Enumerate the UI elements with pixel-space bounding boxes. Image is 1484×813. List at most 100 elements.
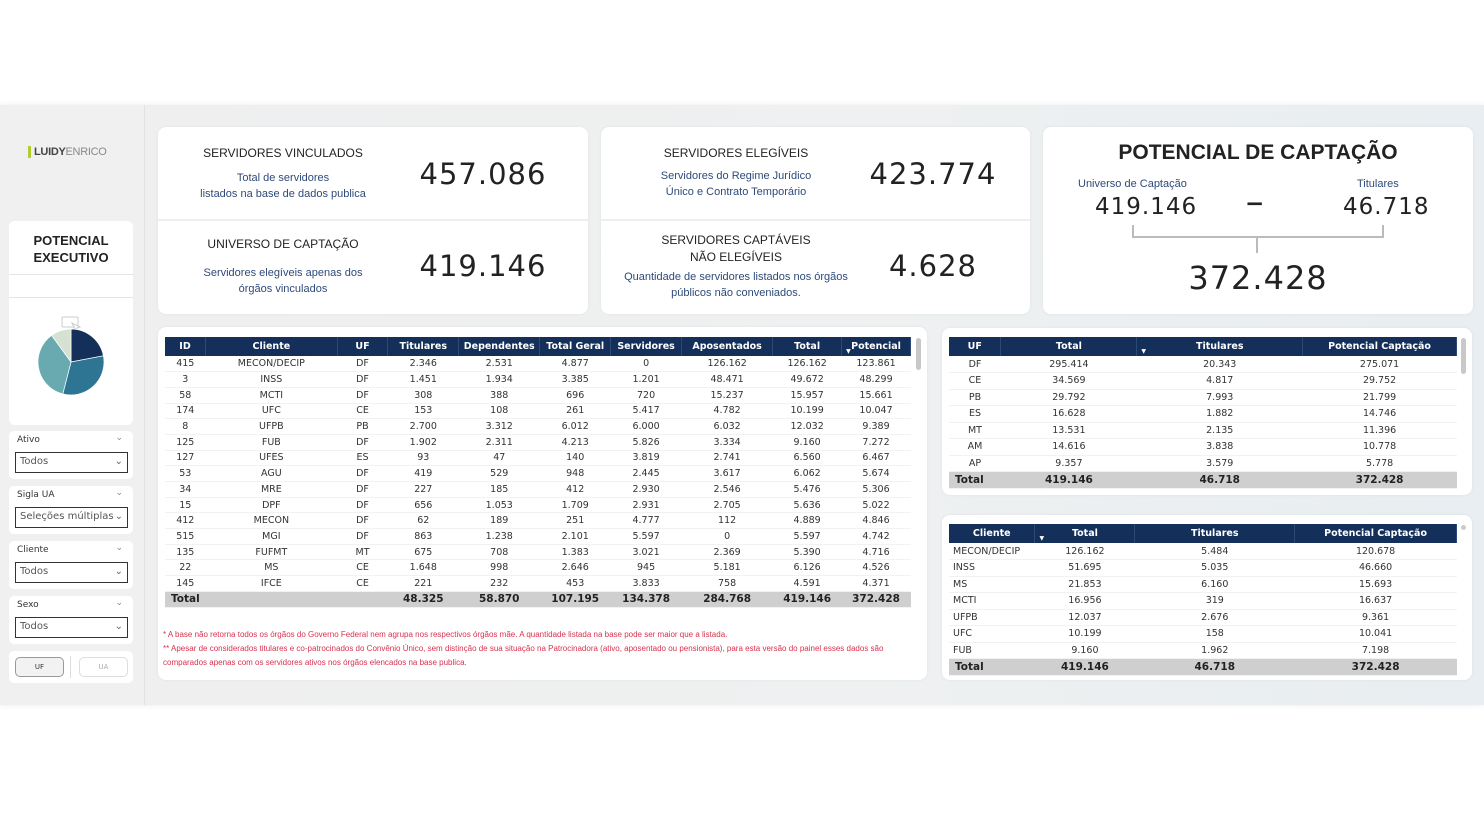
table-row[interactable]: 415 MECON/DECIP DF 2.346 2.531 4.877 0 126.162 1… (165, 356, 911, 373)
table-cell: 863 (387, 528, 459, 545)
collapse-chevron-icon[interactable]: ⌄ (115, 543, 123, 553)
ua-button[interactable]: UA (79, 657, 128, 677)
table-cell: 14.616 (1000, 438, 1137, 456)
slicer-dropdown[interactable]: Todos ⌄ (15, 617, 128, 638)
total-cell: Total (165, 591, 206, 608)
column-header[interactable]: Aposentados (681, 337, 774, 356)
pie-slice[interactable] (70, 328, 104, 363)
column-header[interactable]: Total Geral (539, 337, 612, 356)
slicer-dropdown[interactable]: Seleções múltiplas ⌄ (15, 507, 128, 528)
table-row[interactable]: AM 14.616 3.838 10.778 (949, 438, 1457, 456)
column-header[interactable]: UF (337, 337, 389, 356)
table-cell: MS (205, 559, 338, 577)
table-row[interactable]: 22 MS CE 1.648 998 2.646 945 5.181 6.126 4.526 (165, 559, 911, 577)
scrollbar[interactable] (1461, 525, 1466, 530)
table-cell: 5.826 (610, 434, 682, 451)
table-cell: MCTI (205, 387, 338, 404)
kpi-desc: listados na base de dados publica (200, 188, 366, 200)
table-cell: 125 (165, 434, 206, 451)
table-cell: 2.445 (610, 465, 682, 482)
pie-slice[interactable] (51, 328, 72, 364)
column-header[interactable]: Potencial Captação (1294, 524, 1457, 543)
collapse-chevron-icon[interactable]: ⌄ (115, 488, 123, 498)
column-header[interactable]: Dependentes (458, 337, 541, 356)
table-cell: 5.674 (841, 465, 911, 482)
collapse-chevron-icon[interactable]: ⌄ (115, 598, 123, 608)
table-cell: 14.746 (1302, 405, 1457, 423)
column-header[interactable]: Cliente (205, 337, 338, 356)
table-cell: 2.101 (539, 528, 611, 545)
kpi-card-middle: SERVIDORES ELEGÍVEIS Servidores do Regim… (601, 127, 1030, 314)
column-header[interactable]: ID (165, 337, 207, 356)
table-row[interactable]: 3 INSS DF 1.451 1.934 3.385 1.201 48.471 49.672 4… (165, 371, 911, 388)
kpi-desc: Quantidade de servidores listados nos ór… (624, 271, 848, 283)
slicer-dropdown[interactable]: Todos ⌄ (15, 452, 128, 473)
table-cell: 34.569 (1000, 372, 1137, 390)
table-row[interactable]: MS 21.853 6.160 15.693 (949, 576, 1457, 593)
column-header[interactable]: Cliente (949, 524, 1036, 543)
column-header[interactable]: ▼ Total (1034, 524, 1136, 543)
table-row[interactable]: DF 295.414 20.343 275.071 (949, 356, 1457, 373)
table-cell: 2.741 (681, 450, 773, 467)
table-row[interactable]: MT 13.531 2.135 11.396 (949, 422, 1457, 439)
column-header[interactable]: ▼ Titulares (1136, 337, 1304, 356)
table-row[interactable]: MECON/DECIP 126.162 5.484 120.678 (949, 543, 1457, 560)
table-cell: 5.022 (841, 497, 911, 514)
table-cell: ES (337, 450, 388, 467)
table-cell: 6.000 (610, 418, 682, 435)
table-row[interactable]: UFPB 12.037 2.676 9.361 (949, 609, 1457, 626)
table-cell: 6.062 (772, 465, 842, 482)
table-row[interactable]: MCTI 16.956 319 16.637 (949, 592, 1457, 610)
scrollbar[interactable] (1461, 338, 1466, 374)
table-row[interactable]: 34 MRE DF 227 185 412 2.930 2.546 5.476 5.306 (165, 481, 911, 498)
collapse-chevron-icon[interactable]: ⌄ (115, 433, 123, 443)
header-row: ID Cliente UF Titulares Dependentes Total Ger… (165, 337, 911, 356)
slicer-dropdown[interactable]: Todos ⌄ (15, 562, 128, 583)
column-header[interactable]: Potencial Captação (1302, 337, 1457, 356)
table-row[interactable]: PB 29.792 7.993 21.799 (949, 389, 1457, 406)
table-row[interactable]: 145 IFCE CE 221 232 453 3.833 758 4.591 4.371 (165, 575, 911, 592)
table-row[interactable]: AP 9.357 3.579 5.778 (949, 455, 1457, 472)
table-row[interactable]: 15 DPF DF 656 1.053 1.709 2.931 2.705 5.636 5.022 (165, 497, 911, 514)
column-header[interactable]: UF (949, 337, 1002, 356)
table-row[interactable]: 135 FUFMT MT 675 708 1.383 3.021 2.369 5.390 4.71… (165, 544, 911, 561)
table-cell: 295.414 (1000, 356, 1137, 373)
table-row[interactable]: 515 MGI DF 863 1.238 2.101 5.597 0 5.597 4.742 (165, 528, 911, 545)
table-row[interactable]: 8 UFPB PB 2.700 3.312 6.012 6.000 6.032 12.032 9.… (165, 418, 911, 435)
minus-sign: − (1245, 191, 1266, 217)
table-cell: 4.742 (841, 528, 911, 545)
table-row[interactable]: ES 16.628 1.882 14.746 (949, 405, 1457, 423)
table-cell: 388 (458, 387, 540, 404)
table-cell: 9.160 (1034, 642, 1135, 659)
table-row[interactable]: 58 MCTI DF 308 388 696 720 15.237 15.957 15.661 (165, 387, 911, 404)
table-row[interactable]: FUB 9.160 1.962 7.198 (949, 642, 1457, 659)
table-row[interactable]: 174 UFC CE 153 108 261 5.417 4.782 10.199 10.047 (165, 403, 911, 420)
column-header[interactable]: Servidores (610, 337, 683, 356)
table-row[interactable]: UFC 10.199 158 10.041 (949, 625, 1457, 643)
table-row[interactable]: CE 34.569 4.817 29.752 (949, 372, 1457, 390)
column-header[interactable]: Titulares (387, 337, 460, 356)
slicer-label: Sexo (17, 600, 39, 610)
table-cell: 1.934 (458, 371, 540, 388)
column-header[interactable]: Total (772, 337, 843, 356)
table-cell: 189 (458, 512, 540, 530)
column-header[interactable]: ▼ Potencial (841, 337, 911, 356)
table-row[interactable]: 412 MECON DF 62 189 251 4.777 112 4.889 4.846 (165, 512, 911, 530)
scrollbar[interactable] (916, 338, 921, 370)
pie-slice[interactable] (62, 355, 105, 396)
pie-slice[interactable] (37, 334, 72, 395)
table-cell: 5.597 (772, 528, 842, 545)
table-row[interactable]: 125 FUB DF 1.902 2.311 4.213 5.826 3.334 9.160 7.… (165, 434, 911, 451)
kpi-desc: Servidores elegíveis apenas dos (203, 267, 363, 279)
table-cell: 2.135 (1136, 422, 1303, 439)
column-header[interactable]: Titulares (1134, 524, 1296, 543)
column-header[interactable]: Total (1000, 337, 1138, 356)
table-cell: 515 (165, 528, 206, 545)
table-row[interactable]: 127 UFES ES 93 47 140 3.819 2.741 6.560 6.467 (165, 450, 911, 467)
table-cell: ES (949, 405, 1001, 423)
table-cell: 3.819 (610, 450, 682, 467)
uf-button[interactable]: UF (15, 657, 64, 677)
table-cell: 4.371 (841, 575, 911, 592)
table-row[interactable]: INSS 51.695 5.035 46.660 (949, 559, 1457, 577)
table-row[interactable]: 53 AGU DF 419 529 948 2.445 3.617 6.062 5.674 (165, 465, 911, 482)
